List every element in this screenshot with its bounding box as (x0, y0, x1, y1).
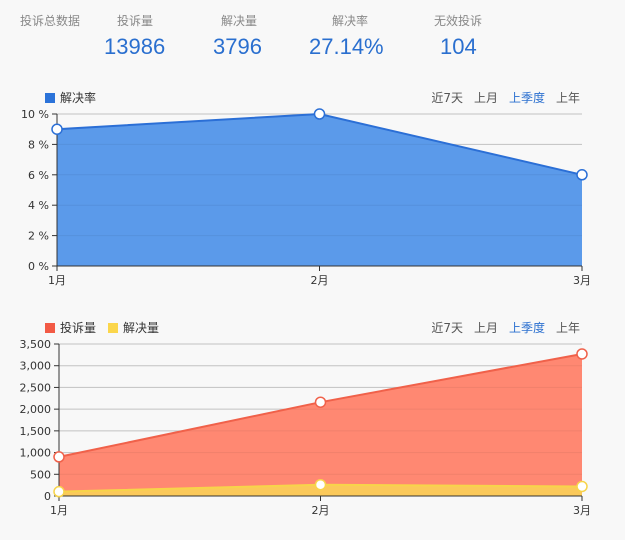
x-tick-label: 1月 (48, 274, 66, 287)
rate-chart-range-selector: 近7天 上月 上季度 上年 (431, 89, 580, 106)
data-point (576, 169, 588, 181)
range-last-month[interactable]: 上月 (473, 321, 498, 335)
range-7days[interactable]: 近7天 (431, 91, 463, 105)
legend-swatch-rate (45, 92, 55, 103)
range-last-quarter[interactable]: 上季度 (508, 91, 545, 105)
data-point (313, 108, 326, 120)
area-fill (59, 484, 582, 496)
legend-item-rate[interactable]: 解决率 (45, 89, 96, 106)
rate-chart-legend: 解决率 (45, 89, 104, 106)
x-tick-label: 3月 (573, 504, 591, 517)
legend-item-complaints[interactable]: 投诉量 (45, 319, 96, 336)
data-point (53, 485, 65, 498)
range-last-year[interactable]: 上年 (555, 91, 580, 105)
range-last-month[interactable]: 上月 (473, 91, 498, 105)
y-tick-label: 0 (44, 490, 51, 503)
volume-chart-legend: 投诉量 解决量 (45, 319, 167, 336)
y-tick-label: 1,000 (20, 447, 52, 460)
volume-chart-range-selector: 近7天 上月 上季度 上年 (431, 319, 580, 336)
y-tick-label: 0 % (28, 260, 49, 273)
y-tick-label: 2 % (28, 230, 49, 243)
series-line (58, 353, 583, 458)
y-tick-label: 4 % (28, 199, 49, 212)
x-tick-label: 2月 (311, 274, 329, 287)
legend-label-complaints: 投诉量 (60, 321, 97, 335)
legend-label-resolved: 解决量 (123, 321, 160, 335)
stat-resolved-label: 解决量 (221, 14, 258, 28)
series-line (56, 112, 583, 176)
data-point (314, 396, 327, 408)
legend-label-rate: 解决率 (60, 91, 97, 105)
range-last-year[interactable]: 上年 (555, 321, 580, 335)
stat-invalid-label: 无效投诉 (434, 14, 483, 28)
y-tick-label: 3,000 (20, 360, 52, 373)
y-tick-label: 3,500 (20, 338, 52, 351)
y-tick-label: 500 (30, 468, 51, 481)
summary-title: 投诉总数据 (20, 14, 81, 28)
stat-rate-label: 解决率 (332, 14, 369, 28)
stat-rate-value: 27.14% (309, 34, 384, 59)
series-line (58, 483, 583, 493)
legend-swatch-complaints (45, 322, 55, 333)
y-tick-label: 2,500 (20, 381, 52, 394)
y-tick-label: 10 % (21, 108, 49, 121)
x-tick-label: 3月 (573, 274, 591, 287)
range-7days[interactable]: 近7天 (431, 321, 463, 335)
y-tick-label: 8 % (28, 138, 49, 151)
y-tick-label: 2,000 (20, 403, 52, 416)
data-point (51, 123, 63, 135)
x-tick-label: 2月 (312, 504, 330, 517)
x-tick-label: 1月 (50, 504, 68, 517)
range-last-quarter[interactable]: 上季度 (508, 321, 545, 335)
stat-resolved-value: 3796 (213, 34, 262, 59)
y-tick-label: 6 % (28, 169, 49, 182)
data-point (314, 478, 327, 491)
stat-complaints-value: 13986 (104, 34, 166, 59)
data-point (576, 480, 588, 493)
legend-item-resolved[interactable]: 解决量 (108, 319, 159, 336)
area-fill (57, 114, 582, 266)
y-tick-label: 1,500 (20, 425, 52, 438)
legend-swatch-resolved (108, 322, 119, 333)
area-fill (59, 353, 582, 496)
data-point (576, 348, 588, 360)
stat-complaints-label: 投诉量 (117, 14, 154, 28)
stat-invalid-value: 104 (440, 34, 477, 59)
data-point (53, 451, 65, 463)
